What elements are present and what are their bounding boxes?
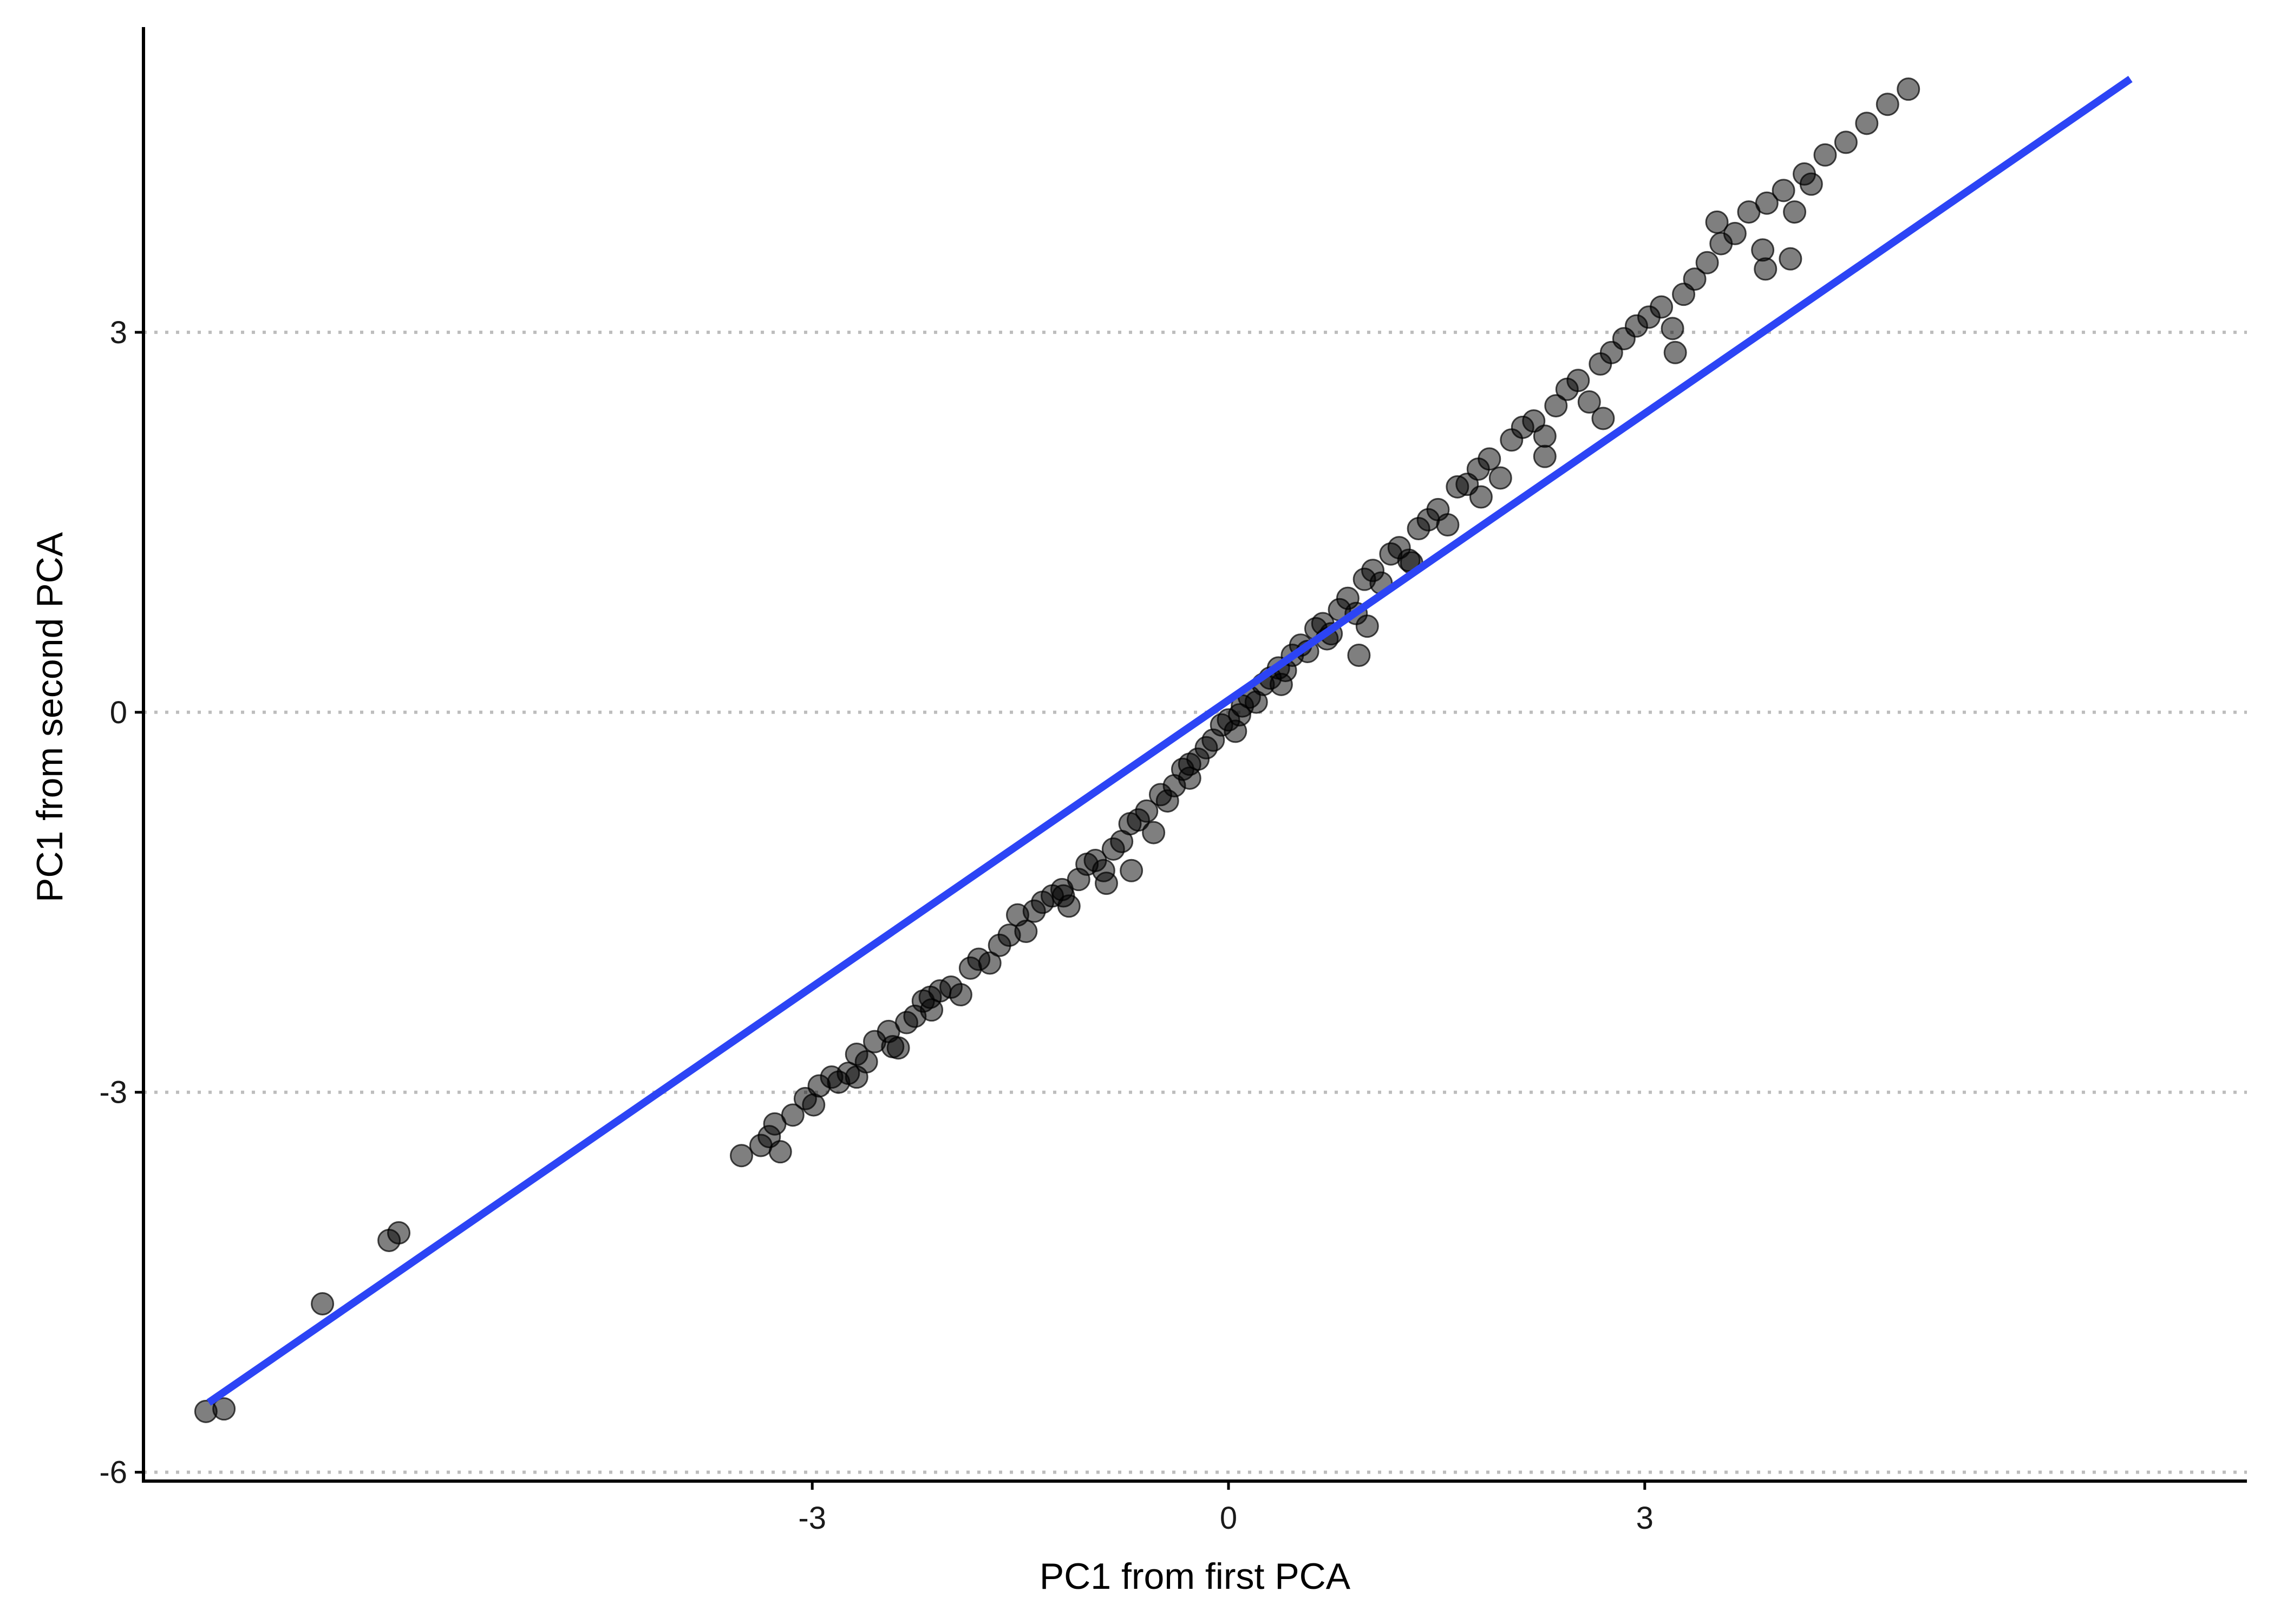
y-axis-title: PC1 from second PCA	[29, 532, 70, 902]
data-point	[1051, 884, 1075, 908]
data-point	[1779, 247, 1802, 271]
data-point	[978, 951, 1002, 975]
data-point	[1478, 447, 1501, 471]
data-point	[949, 983, 972, 1007]
data-point	[1533, 424, 1557, 448]
data-point	[1834, 130, 1858, 154]
data-point	[1228, 703, 1252, 726]
data-point	[881, 1034, 905, 1058]
y-tick-label: -6	[99, 1455, 127, 1490]
gridlines	[143, 330, 2247, 1474]
data-point	[1751, 238, 1775, 262]
data-point	[1813, 143, 1837, 167]
data-point	[1178, 752, 1201, 776]
data-point	[1488, 466, 1512, 490]
data-point	[1533, 444, 1557, 468]
data-point	[1347, 644, 1371, 667]
y-tick-label: 0	[110, 695, 127, 730]
data-point	[918, 985, 942, 1009]
ticks: -3 0 3 -6 -3 0 3	[99, 315, 1654, 1536]
data-point	[1783, 200, 1807, 224]
data-point	[1094, 872, 1118, 895]
regression-line	[206, 76, 2133, 1406]
data-point	[1577, 390, 1601, 414]
x-tick-label: 3	[1636, 1501, 1654, 1536]
data-point	[1591, 407, 1615, 430]
data-point	[1663, 340, 1687, 364]
data-point	[1876, 93, 1899, 116]
data-points	[194, 77, 1920, 1423]
regression-line-group	[206, 76, 2133, 1406]
data-point	[1269, 672, 1293, 696]
data-point	[845, 1065, 868, 1089]
data-point	[1755, 191, 1779, 215]
data-point	[387, 1221, 411, 1245]
data-point	[1754, 257, 1778, 281]
data-point	[311, 1292, 335, 1315]
data-point	[1855, 112, 1879, 135]
y-tick-label: 3	[110, 315, 127, 350]
data-point	[1650, 295, 1674, 319]
data-point	[1799, 172, 1823, 196]
data-point	[768, 1140, 792, 1164]
data-point	[1142, 821, 1166, 844]
data-point	[1723, 221, 1747, 245]
data-point	[1897, 77, 1920, 101]
data-point	[1135, 799, 1159, 823]
data-point	[1120, 859, 1143, 882]
data-point	[1566, 369, 1590, 392]
y-tick-label: -3	[99, 1075, 127, 1110]
data-point	[781, 1103, 805, 1127]
data-point	[1772, 179, 1795, 202]
data-point	[1355, 614, 1379, 638]
data-point	[1436, 513, 1460, 537]
data-point	[212, 1397, 236, 1421]
data-point	[1469, 485, 1493, 509]
data-point	[1695, 251, 1719, 274]
data-point	[1705, 210, 1729, 234]
data-point	[1683, 267, 1707, 291]
data-point	[730, 1144, 754, 1168]
axes	[142, 27, 2247, 1483]
data-point	[1661, 317, 1684, 340]
x-tick-label: 0	[1220, 1501, 1237, 1536]
x-axis-title: PC1 from first PCA	[1040, 1556, 1351, 1597]
data-point	[1014, 920, 1038, 944]
data-point	[1544, 394, 1568, 418]
x-tick-label: -3	[798, 1501, 826, 1536]
